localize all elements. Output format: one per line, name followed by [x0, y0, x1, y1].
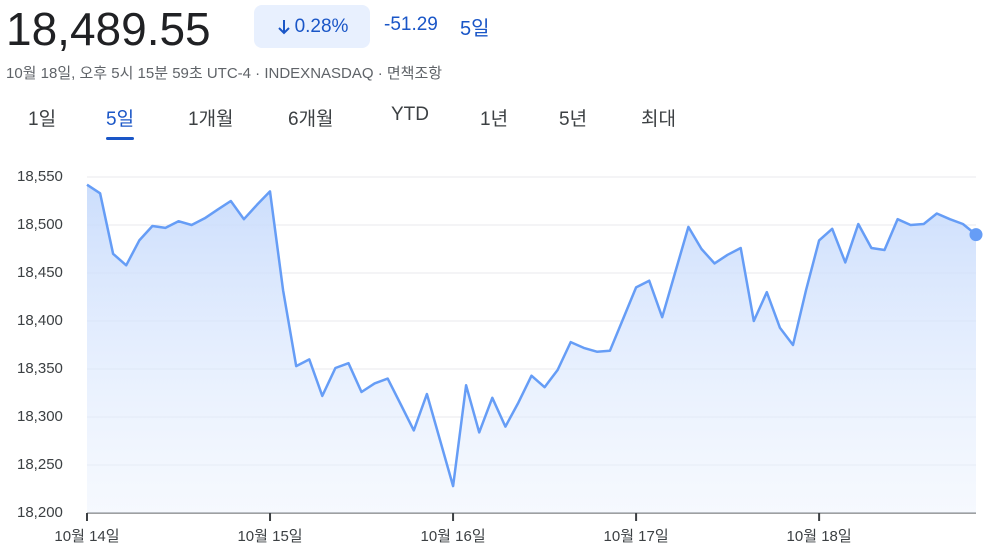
tab[interactable]: 1년: [480, 109, 509, 130]
period: 5일: [460, 18, 490, 40]
price-line: [86, 183, 977, 488]
y-tick-label: 18,550: [17, 168, 63, 185]
y-tick-label: 18,250: [17, 456, 63, 473]
change-badge: 0.28%: [254, 5, 370, 48]
change-percent: 0.28%: [294, 15, 349, 37]
tab[interactable]: 6개월: [288, 109, 334, 130]
price: 18,489.55: [6, 3, 211, 55]
y-tick-label: 18,450: [17, 264, 63, 281]
x-tick-label: 10월 17일: [604, 528, 669, 545]
y-tick-label: 18,200: [17, 504, 63, 521]
y-tick-label: 18,400: [17, 312, 63, 329]
subtitle: 10월 18일, 오후 5시 15분 59초 UTC-4 · INDEXNASD…: [6, 65, 443, 82]
tab[interactable]: YTD: [391, 104, 429, 125]
tab[interactable]: 5일: [106, 104, 135, 140]
change: -51.29: [384, 14, 438, 35]
y-tick-label: 18,350: [17, 360, 63, 377]
tab[interactable]: 1개월: [188, 109, 234, 130]
x-tick-label: 10월 18일: [787, 528, 852, 545]
last-point: [969, 228, 983, 242]
x-tick-label: 10월 15일: [237, 528, 302, 545]
down-arrow: [277, 19, 290, 34]
tabs: 1일 5일 1개월 6개월 YTD 1년 5년 최대: [0, 100, 996, 140]
tab[interactable]: 최대: [641, 109, 676, 130]
x-tick-label: 10월 14일: [54, 528, 119, 545]
tab[interactable]: 5년: [559, 109, 588, 130]
x-tick-label: 10월 16일: [420, 528, 485, 545]
tab[interactable]: 1일: [28, 109, 57, 130]
area: [87, 184, 976, 513]
y-tick-label: 18,300: [17, 408, 63, 425]
y-tick-label: 18,500: [17, 216, 63, 233]
